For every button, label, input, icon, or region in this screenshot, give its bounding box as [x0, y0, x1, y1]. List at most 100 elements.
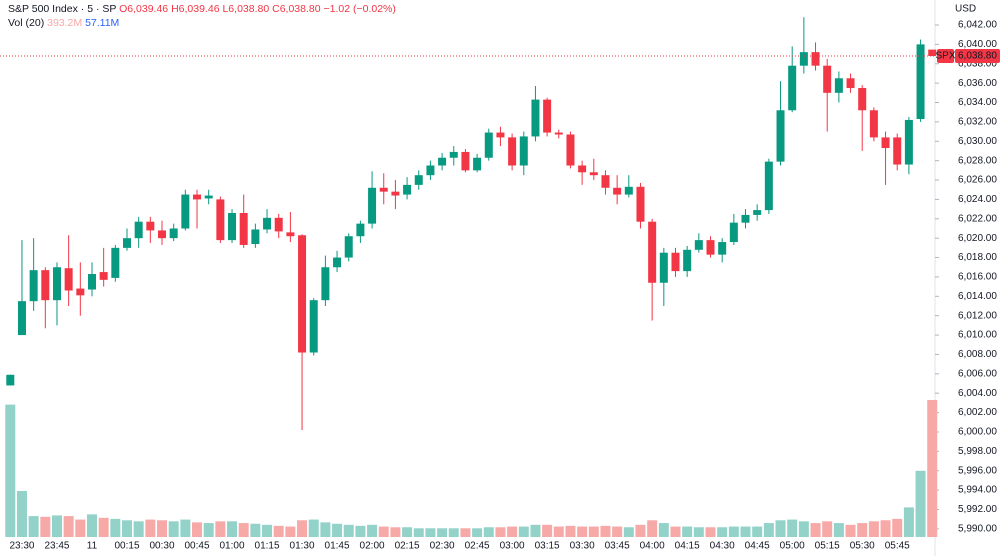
- candle-body: [811, 52, 820, 66]
- y-tick-label: 6,008.00: [958, 349, 997, 360]
- x-tick-label: 04:00: [640, 541, 665, 552]
- volume-bar: [542, 524, 553, 537]
- volume-bar: [460, 528, 471, 537]
- y-tick-label: 5,994.00: [958, 485, 997, 496]
- title: S&P 500 Index · 5 · SP: [8, 3, 117, 15]
- candle-body: [566, 134, 575, 166]
- candle-body: [554, 132, 563, 135]
- x-tick-label: 02:30: [430, 541, 455, 552]
- volume-bar: [763, 523, 774, 537]
- candle-body: [41, 270, 50, 301]
- y-tick-label: 6,016.00: [958, 272, 997, 283]
- volume-bar: [122, 520, 132, 537]
- candle-body: [823, 65, 832, 93]
- candle-body: [263, 217, 272, 230]
- volume-bar: [530, 524, 541, 537]
- volume-bar: [215, 521, 226, 537]
- x-tick-label: 03:00: [500, 541, 525, 552]
- candle-body: [683, 249, 692, 272]
- candle-body: [624, 186, 633, 195]
- candle-body: [228, 212, 237, 241]
- candle-body: [274, 217, 283, 232]
- volume-bar: [833, 523, 844, 537]
- volume-bar: [40, 516, 51, 537]
- candle-body: [753, 210, 762, 215]
- candle-body: [636, 186, 645, 222]
- volume-bar: [297, 520, 308, 537]
- volume-bar: [693, 527, 704, 537]
- candle-body: [881, 137, 890, 149]
- volume-bar: [180, 519, 191, 537]
- volume-bar: [168, 521, 179, 537]
- x-tick-label: 01:00: [220, 541, 245, 552]
- x-tick-label: 01:45: [325, 541, 350, 552]
- volume-bar: [145, 519, 156, 537]
- candle-body: [764, 161, 773, 211]
- symbol-box: [937, 49, 954, 64]
- y-tick-label: 6,028.00: [958, 155, 997, 166]
- volume-bar: [682, 526, 693, 537]
- y-tick-label: 6,014.00: [958, 291, 997, 302]
- y-tick-label: 6,026.00: [958, 175, 997, 186]
- volume-bar: [203, 523, 214, 537]
- volume-bar: [262, 524, 273, 537]
- volume-bar: [402, 527, 413, 537]
- y-tick-label: 6,042.00: [958, 20, 997, 31]
- volume-bar: [518, 526, 529, 537]
- candle-body: [158, 230, 167, 239]
- volume-bar: [308, 519, 319, 537]
- candle-body: [741, 214, 750, 223]
- candle-body: [123, 238, 131, 248]
- symbol-label: SPX: [935, 51, 955, 62]
- x-tick-label: 00:45: [185, 541, 210, 552]
- candle-body: [869, 110, 878, 138]
- candle-body: [426, 165, 435, 176]
- candle-body: [169, 228, 178, 239]
- volume-bar: [75, 519, 86, 537]
- y-tick-label: 6,004.00: [958, 388, 997, 399]
- candle-body: [193, 194, 202, 200]
- ohlc-high: H6,039.46: [171, 3, 220, 15]
- x-tick-label: 02:45: [465, 541, 490, 552]
- volume-average: 57.11M: [85, 17, 120, 29]
- y-tick-label: 6,036.00: [958, 78, 997, 89]
- candle-body: [928, 49, 937, 57]
- candle-body: [473, 157, 482, 171]
- candle-body: [87, 274, 96, 290]
- candle-body: [601, 175, 610, 188]
- volume-bar: [448, 528, 459, 537]
- y-tick-label: 5,996.00: [958, 465, 997, 476]
- volume-bar: [588, 526, 599, 537]
- x-tick-label: 03:45: [605, 541, 630, 552]
- candle-body: [671, 252, 680, 272]
- volume-bar: [110, 518, 121, 537]
- candle-body: [52, 267, 61, 301]
- ohlc-open: O6,039.46: [119, 3, 169, 15]
- x-tick-label: 04:15: [675, 541, 700, 552]
- candle-body: [916, 44, 925, 119]
- volume-bar: [903, 507, 914, 537]
- volume-bar: [5, 404, 16, 537]
- candle-body: [694, 240, 703, 250]
- volume-name: Vol (20): [8, 17, 45, 29]
- candle-body: [239, 212, 248, 245]
- x-tick-label: 05:45: [885, 541, 910, 552]
- candle-body: [146, 221, 155, 231]
- candle-body: [356, 223, 365, 237]
- volume-bar: [413, 528, 424, 537]
- candle-body: [706, 240, 715, 255]
- candle-body: [298, 235, 307, 353]
- y-tick-label: 6,018.00: [958, 252, 997, 263]
- candle-body: [589, 172, 598, 176]
- x-tick-label: 03:15: [535, 541, 560, 552]
- volume-bar: [752, 526, 763, 537]
- x-tick-label: 05:00: [780, 541, 805, 552]
- volume-last: 393.2M: [47, 17, 83, 29]
- volume-bar: [273, 525, 284, 537]
- candle-body: [414, 175, 423, 185]
- candle-body: [17, 301, 26, 336]
- candle-body: [858, 87, 867, 111]
- volume-bar: [51, 515, 62, 537]
